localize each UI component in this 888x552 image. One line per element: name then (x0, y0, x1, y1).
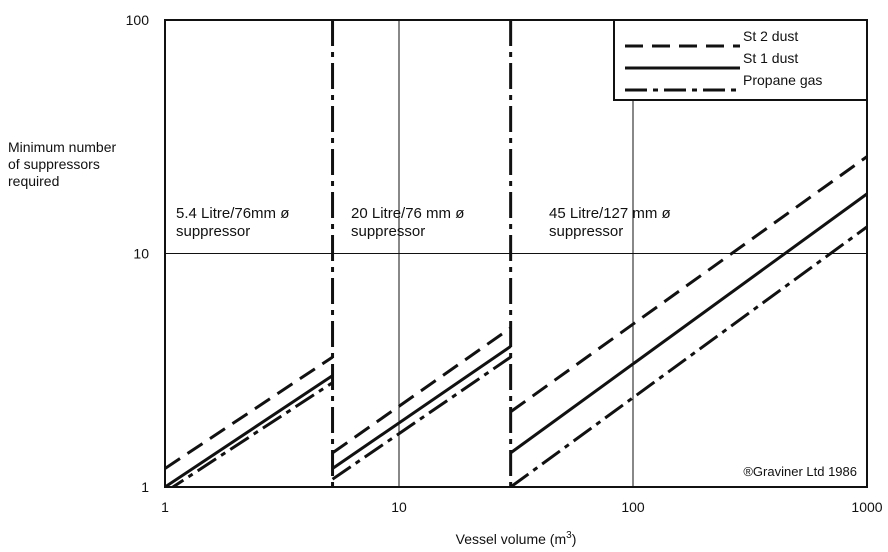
y-tick-labels: 100 10 1 (126, 12, 150, 495)
legend: St 2 dust St 1 dust Propane gas (613, 19, 868, 101)
region-label-line: suppressor (351, 223, 425, 240)
region-label-line: 20 Litre/76 mm ø (351, 205, 464, 222)
legend-label: St 2 dust (743, 28, 798, 44)
x-axis-label-text: Vessel volume (m (456, 531, 566, 547)
x-tick-labels: 1 10 100 1000 (161, 499, 883, 515)
series-line-st-2-dust (331, 326, 512, 455)
series-line-st-1-dust (165, 374, 334, 487)
x-axis-label: Vessel volume (m3) (456, 530, 577, 547)
y-axis-label: Minimum number of suppressors required (8, 139, 116, 189)
region-label-line: 45 Litre/127 mm ø (549, 205, 671, 222)
region-label: 20 Litre/76 mm ø suppressor (351, 205, 464, 240)
region-boundaries (331, 20, 513, 487)
legend-label: Propane gas (743, 72, 822, 88)
x-tick-label: 10 (391, 499, 407, 515)
series-line-st-2-dust (509, 155, 867, 413)
legend-label: St 1 dust (743, 50, 798, 66)
series-line-st-1-dust (509, 192, 867, 455)
series-line-propane-gas (331, 355, 512, 481)
plot-frame (164, 19, 868, 488)
region-label: 5.4 Litre/76mm ø suppressor (176, 205, 289, 240)
y-axis-label-line: of suppressors (8, 156, 100, 172)
region-label-line: 5.4 Litre/76mm ø (176, 205, 289, 222)
series-line-st-1-dust (331, 345, 512, 470)
series-line-propane-gas (170, 381, 334, 487)
x-tick-label: 1 (161, 499, 169, 515)
region-label-line: suppressor (176, 223, 250, 240)
y-tick-label: 1 (141, 479, 149, 495)
x-axis-label-superscript: 3 (566, 530, 572, 541)
y-axis-label-line: Minimum number (8, 139, 116, 155)
legend-box (613, 19, 868, 101)
x-tick-label: 1000 (851, 499, 882, 515)
series-lines (165, 155, 867, 487)
y-tick-label: 100 (126, 12, 150, 28)
y-tick-label: 10 (133, 246, 149, 262)
copyright-annotation: ®Graviner Ltd 1986 (743, 464, 857, 479)
series-line-st-2-dust (165, 355, 334, 470)
series-line-propane-gas (509, 225, 867, 487)
region-label-line: suppressor (549, 223, 623, 240)
region-label: 45 Litre/127 mm ø suppressor (549, 205, 671, 240)
x-tick-label: 100 (621, 499, 645, 515)
x-axis-label-close: ) (572, 531, 577, 547)
y-axis-label-line: required (8, 173, 59, 189)
